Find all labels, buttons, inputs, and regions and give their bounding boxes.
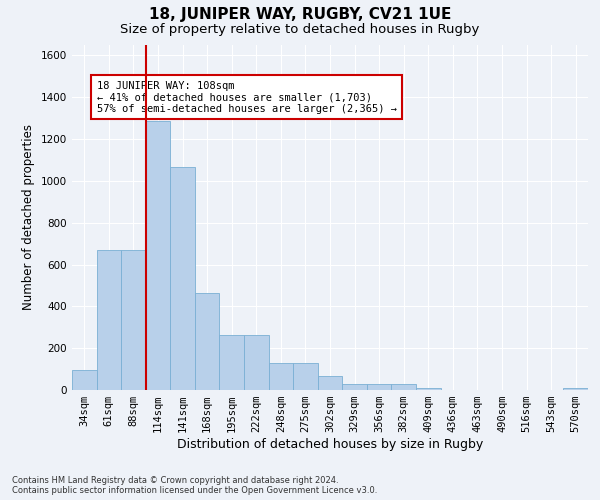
Bar [563, 388, 588, 390]
Bar [220, 334, 244, 390]
Text: 18 JUNIPER WAY: 108sqm
← 41% of detached houses are smaller (1,703)
57% of semi-: 18 JUNIPER WAY: 108sqm ← 41% of detached… [97, 80, 397, 114]
Bar [244, 334, 269, 390]
Text: 18, JUNIPER WAY, RUGBY, CV21 1UE: 18, JUNIPER WAY, RUGBY, CV21 1UE [149, 8, 451, 22]
Bar [318, 376, 342, 390]
Bar [121, 250, 146, 390]
Bar [269, 363, 293, 390]
Y-axis label: Number of detached properties: Number of detached properties [22, 124, 35, 310]
Bar [416, 388, 440, 390]
Text: Size of property relative to detached houses in Rugby: Size of property relative to detached ho… [121, 22, 479, 36]
Bar [195, 293, 220, 390]
Bar [72, 370, 97, 390]
Text: Contains HM Land Registry data © Crown copyright and database right 2024.
Contai: Contains HM Land Registry data © Crown c… [12, 476, 377, 495]
Bar [391, 384, 416, 390]
Bar [97, 250, 121, 390]
Bar [146, 122, 170, 390]
Bar [367, 384, 391, 390]
Bar [170, 166, 195, 390]
X-axis label: Distribution of detached houses by size in Rugby: Distribution of detached houses by size … [177, 438, 483, 451]
Bar [293, 363, 318, 390]
Bar [342, 384, 367, 390]
